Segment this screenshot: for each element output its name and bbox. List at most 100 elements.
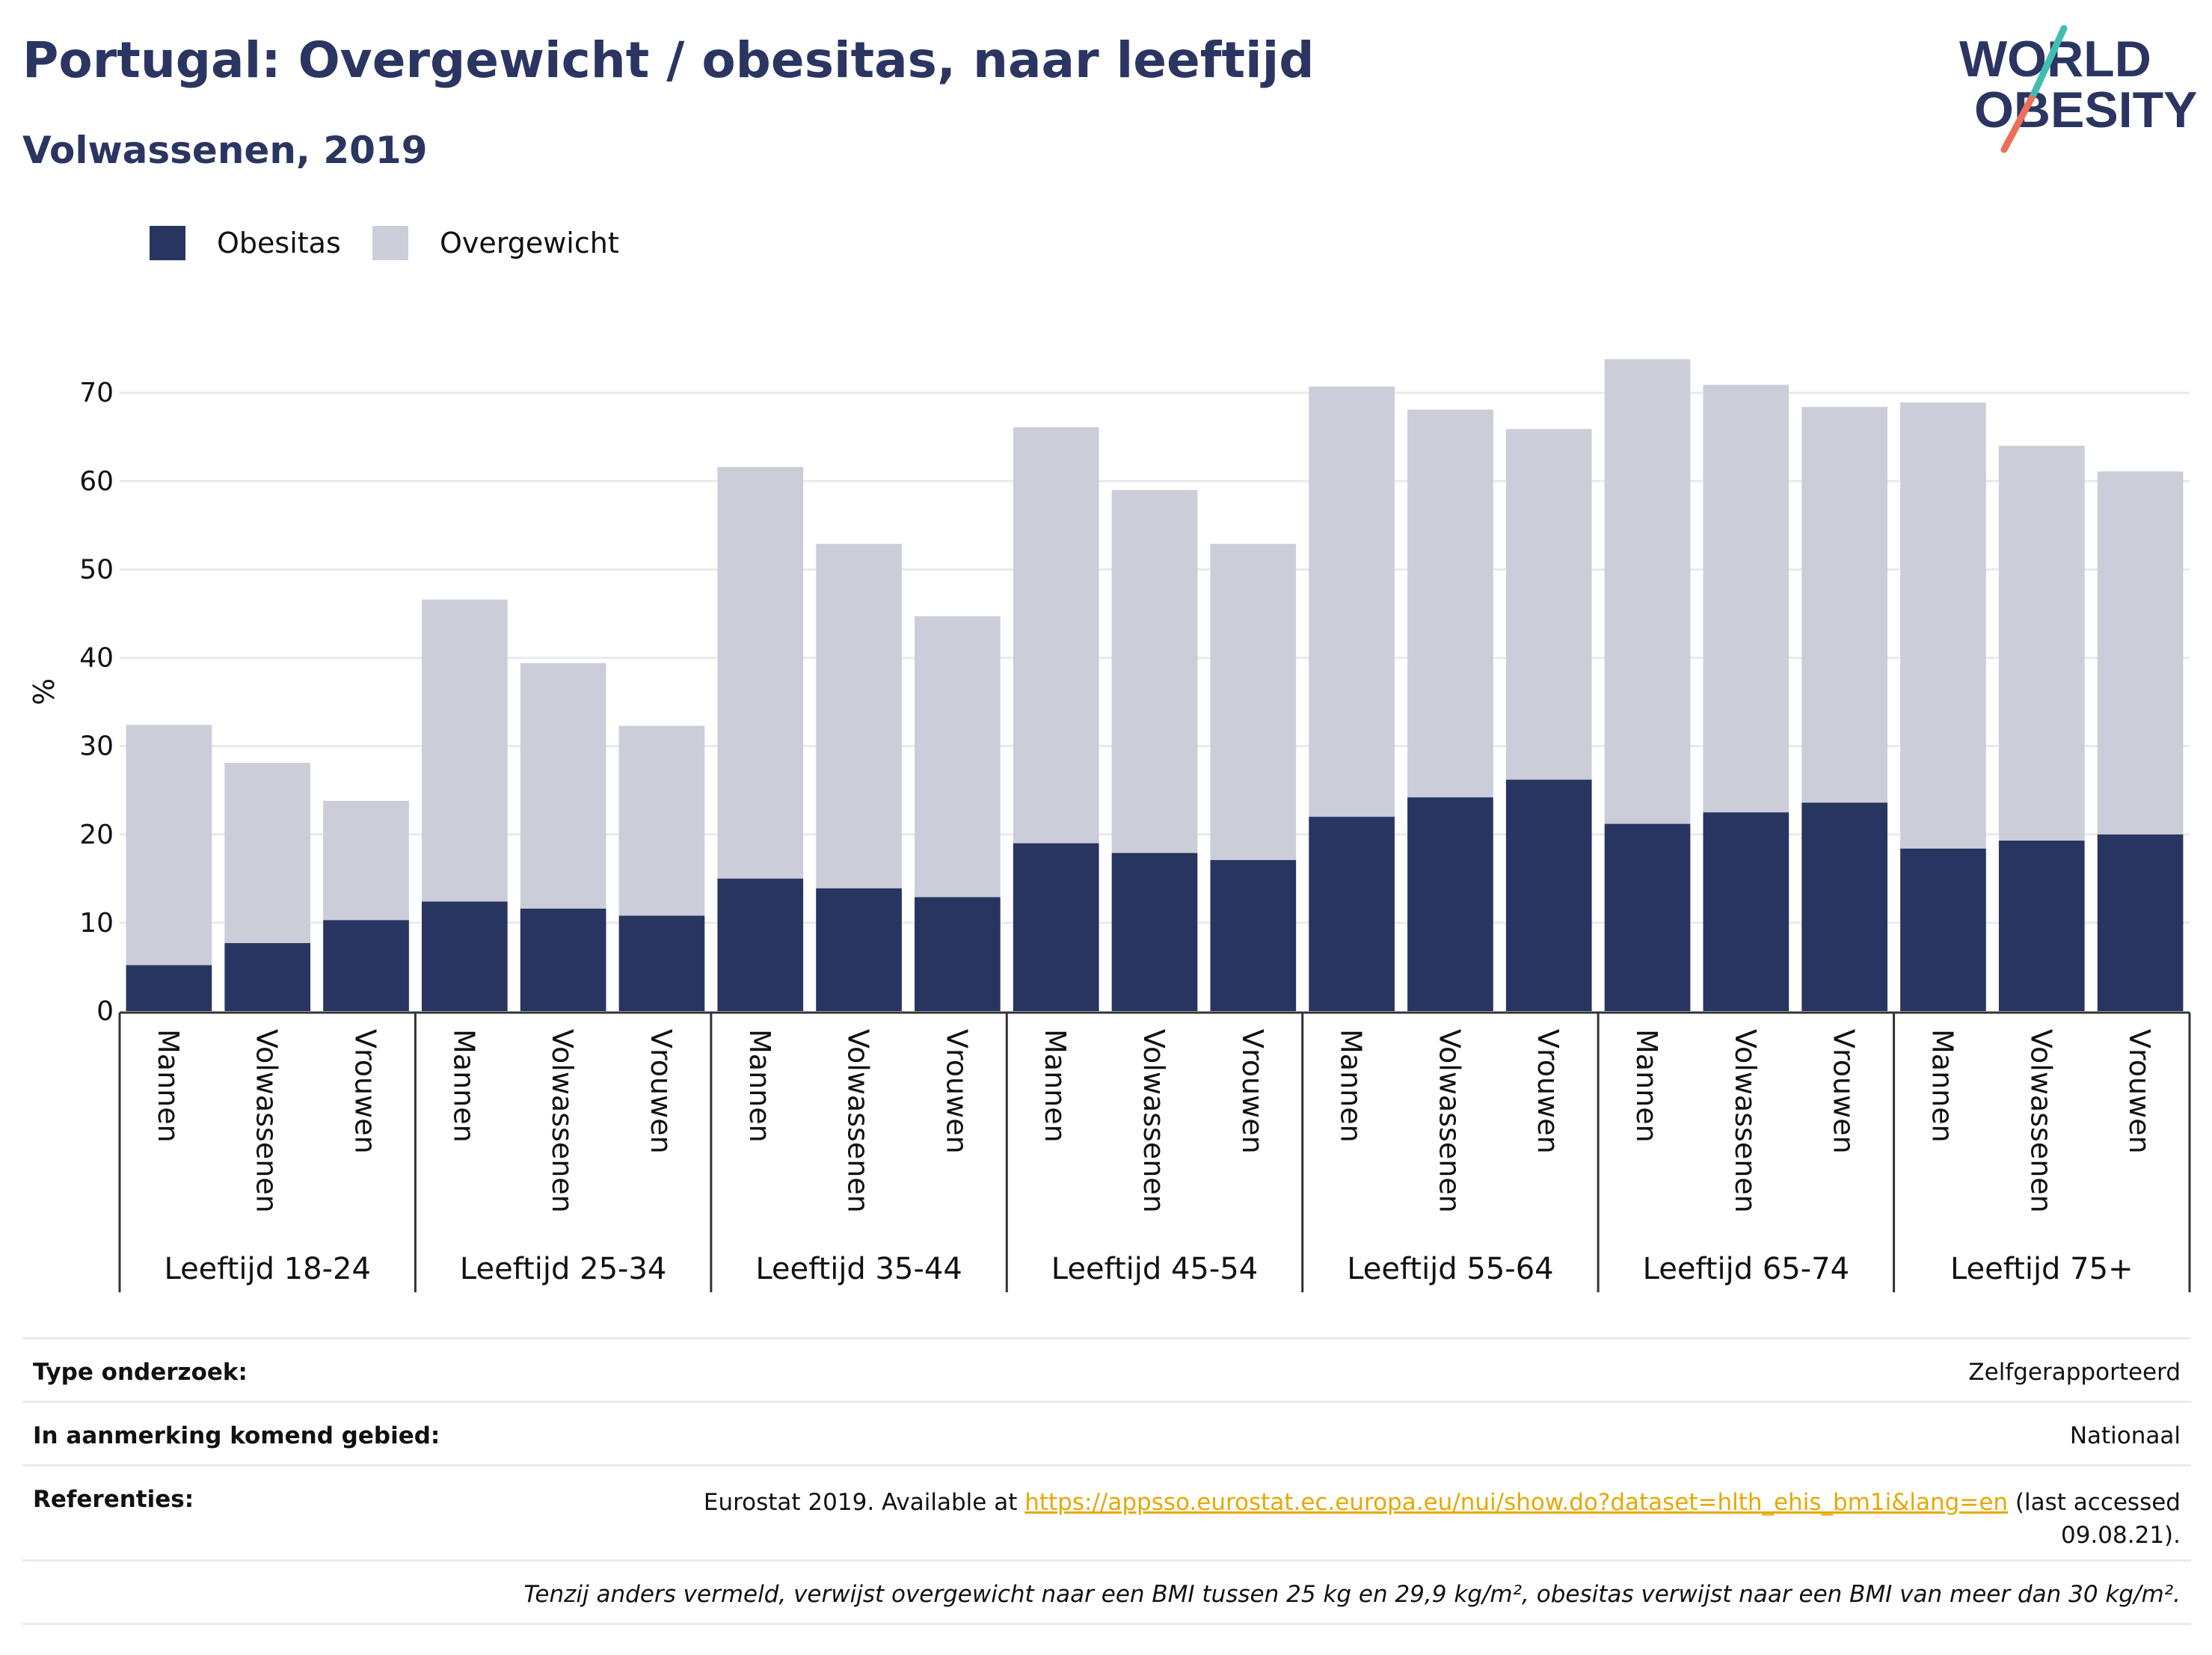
info-table: Type onderzoek: Zelfgerapporteerd In aan… (22, 1337, 2191, 1625)
x-category-label: Vrouwen (940, 1029, 973, 1154)
survey-label: Type onderzoek: (33, 1359, 248, 1386)
survey-value: Zelfgerapporteerd (1968, 1359, 2181, 1386)
bar-obesitas (323, 920, 409, 1011)
x-group-label: Leeftijd 35-44 (755, 1252, 962, 1286)
legend: Obesitas Overgewicht (150, 226, 619, 260)
bar-obesitas (224, 943, 311, 1011)
references-value: Eurostat 2019. Available at https://apps… (685, 1486, 2181, 1552)
x-category-label: Vrouwen (1531, 1029, 1564, 1154)
y-axis: 0 10 20 30 40 50 60 70% (28, 378, 114, 1027)
bar-obesitas (1998, 841, 2085, 1011)
bar-overgewicht (1309, 386, 1395, 817)
y-tick-label: 40 (79, 643, 114, 674)
bar-overgewicht (915, 616, 1001, 897)
bar-overgewicht (1111, 490, 1198, 853)
legend-label: Overgewicht (440, 227, 619, 260)
x-category-label: Vrouwen (645, 1029, 678, 1154)
bar-obesitas (717, 878, 804, 1011)
bar-obesitas (1407, 797, 1493, 1011)
bar-overgewicht (1801, 407, 1888, 803)
x-group-label: Leeftijd 18-24 (164, 1252, 370, 1286)
x-category-label: Mannen (1630, 1029, 1663, 1143)
bars (126, 359, 2184, 1011)
bar-obesitas (1210, 860, 1297, 1011)
x-group-label: Leeftijd 65-74 (1643, 1252, 1849, 1286)
bar-overgewicht (2097, 471, 2184, 835)
x-category-label: Mannen (743, 1029, 776, 1143)
bar-obesitas (1505, 779, 1592, 1011)
area-label: In aanmerking komend gebied: (33, 1422, 440, 1449)
reference-suffix: (last accessed 09.08.21). (2008, 1489, 2181, 1549)
bar-obesitas (1309, 817, 1395, 1011)
x-category-label: Volwassenen (1137, 1029, 1170, 1213)
x-group-label: Leeftijd 55-64 (1347, 1252, 1553, 1286)
bar-overgewicht (1604, 359, 1691, 824)
bar-overgewicht (1013, 427, 1099, 844)
x-axis: Mannen Volwassenen Vrouwen Mannen Volwassene… (118, 1011, 2191, 1292)
bar-overgewicht (421, 599, 508, 902)
x-category-label: Mannen (152, 1029, 185, 1143)
info-row-area: In aanmerking komend gebied: Nationaal (22, 1401, 2191, 1464)
x-category-label: Volwassenen (1433, 1029, 1466, 1213)
bar-obesitas (421, 901, 508, 1011)
bar-obesitas (1801, 802, 1888, 1011)
bar-obesitas (816, 888, 902, 1011)
bar-overgewicht (1998, 446, 2085, 841)
bar-overgewicht (816, 544, 902, 888)
bar-obesitas (1703, 812, 1789, 1011)
x-category-label: Volwassenen (546, 1029, 579, 1213)
bar-overgewicht (717, 467, 804, 879)
chart-title: Portugal: Overgewicht / obesitas, naar l… (22, 31, 1315, 89)
bar-obesitas (618, 915, 705, 1011)
bar-obesitas (520, 908, 606, 1011)
x-category-label: Volwassenen (1729, 1029, 1762, 1213)
x-category-label: Mannen (1039, 1029, 1072, 1143)
bar-overgewicht (126, 725, 212, 965)
references-label: Referenties: (33, 1486, 194, 1513)
bar-obesitas (1013, 843, 1099, 1011)
bar-overgewicht (520, 663, 606, 909)
y-tick-label: 20 (79, 820, 114, 850)
world-obesity-logo: WORLD OBESITY (1959, 25, 2198, 153)
x-category-label: Volwassenen (842, 1029, 875, 1213)
bar-obesitas (126, 965, 212, 1011)
x-category-label: Mannen (1335, 1029, 1368, 1143)
bar-overgewicht (1210, 544, 1297, 861)
x-group-label: Leeftijd 45-54 (1051, 1252, 1258, 1286)
y-tick-label: 10 (79, 908, 114, 939)
area-value: Nationaal (2069, 1422, 2181, 1449)
bar-overgewicht (618, 725, 705, 916)
x-category-label: Vrouwen (349, 1029, 382, 1154)
definition-note: Tenzij anders vermeld, verwijst overgewi… (523, 1581, 2181, 1608)
x-category-label: Volwassenen (2024, 1029, 2057, 1213)
reference-link[interactable]: https://appsso.eurostat.ec.europa.eu/nui… (1024, 1489, 2009, 1516)
y-tick-label: 30 (79, 731, 114, 762)
bar-overgewicht (1407, 409, 1493, 798)
y-tick-label: 60 (79, 466, 114, 497)
x-category-label: Mannen (447, 1029, 480, 1143)
bar-overgewicht (1900, 402, 1986, 849)
bar-overgewicht (224, 763, 311, 944)
x-category-label: Volwassenen (251, 1029, 283, 1213)
reference-prefix: Eurostat 2019. Available at (703, 1489, 1025, 1516)
y-tick-label: 0 (96, 996, 114, 1027)
legend-swatch (372, 226, 408, 260)
bar-obesitas (1900, 848, 1986, 1011)
bar-overgewicht (1505, 429, 1592, 780)
legend-swatch (150, 226, 185, 260)
bar-obesitas (1604, 823, 1691, 1011)
info-row-references: Referenties: Eurostat 2019. Available at… (22, 1464, 2191, 1559)
y-tick-label: 50 (79, 554, 114, 585)
bar-obesitas (2097, 834, 2184, 1011)
bar-overgewicht (323, 800, 409, 921)
bar-overgewicht (1703, 384, 1789, 813)
x-category-label: Vrouwen (1828, 1029, 1861, 1154)
x-category-label: Vrouwen (2123, 1029, 2156, 1154)
info-row-survey: Type onderzoek: Zelfgerapporteerd (22, 1337, 2191, 1401)
x-category-label: Mannen (1926, 1029, 1958, 1143)
bar-obesitas (1111, 853, 1198, 1011)
y-axis-label: % (28, 678, 61, 705)
bar-obesitas (915, 897, 1001, 1011)
chart-subtitle: Volwassenen, 2019 (22, 129, 428, 172)
y-tick-label: 70 (79, 378, 114, 408)
